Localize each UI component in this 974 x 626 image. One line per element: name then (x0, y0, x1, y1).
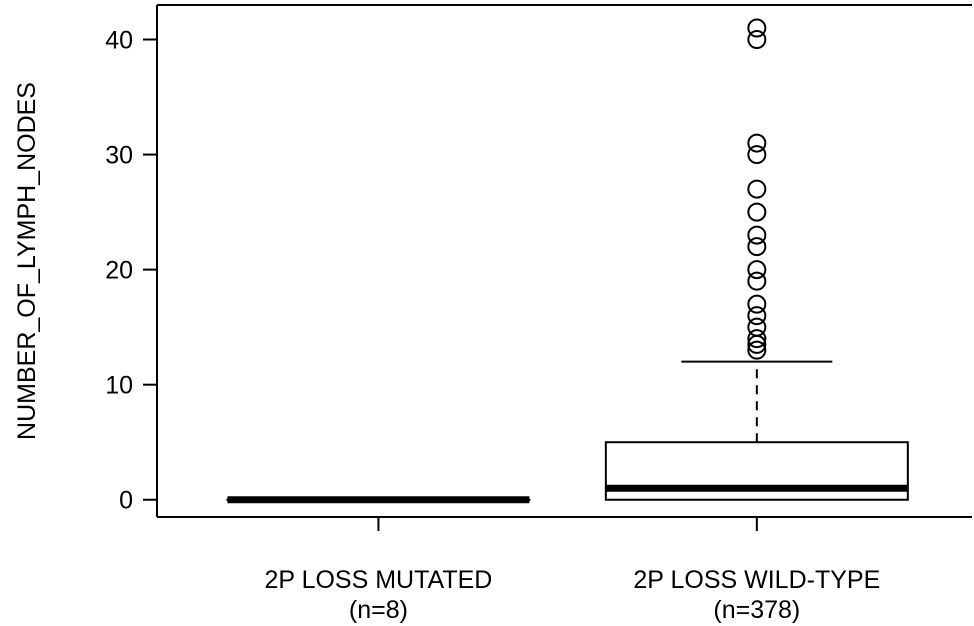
outlier-point (747, 271, 767, 291)
outlier-point (747, 133, 767, 153)
y-tick-label: 0 (119, 487, 133, 515)
outlier-point (747, 340, 767, 360)
boxes (226, 18, 909, 504)
outlier-point (747, 317, 767, 337)
outlier-point (747, 145, 767, 165)
x-category-count: (n=378) (713, 596, 800, 624)
x-axis: 2P LOSS MUTATED(n=8) 2P LOSS WILD-TYPE(n=… (265, 517, 880, 624)
outlier-point (747, 18, 767, 38)
outlier-point (747, 306, 767, 326)
outlier-point (747, 329, 767, 349)
outlier-point (747, 30, 767, 50)
outlier-point (747, 225, 767, 245)
x-category-label: 2P LOSS WILD-TYPE (633, 566, 880, 594)
y-tick-label: 10 (105, 372, 133, 400)
outlier-point (747, 294, 767, 314)
y-tick-label: 20 (105, 257, 133, 285)
x-category-label: 2P LOSS MUTATED (265, 566, 493, 594)
outlier-point (747, 237, 767, 257)
box-group (604, 18, 909, 501)
y-axis-title: NUMBER_OF_LYMPH_NODES (13, 82, 41, 440)
y-axis: 0 10 20 30 40 (105, 27, 157, 515)
plot-frame (156, 4, 972, 518)
y-tick-label: 30 (105, 142, 133, 170)
x-category-count: (n=8) (349, 596, 408, 624)
outlier-point (747, 260, 767, 280)
y-tick-label: 40 (105, 27, 133, 55)
outlier-point (747, 179, 767, 199)
outlier-point (747, 202, 767, 222)
